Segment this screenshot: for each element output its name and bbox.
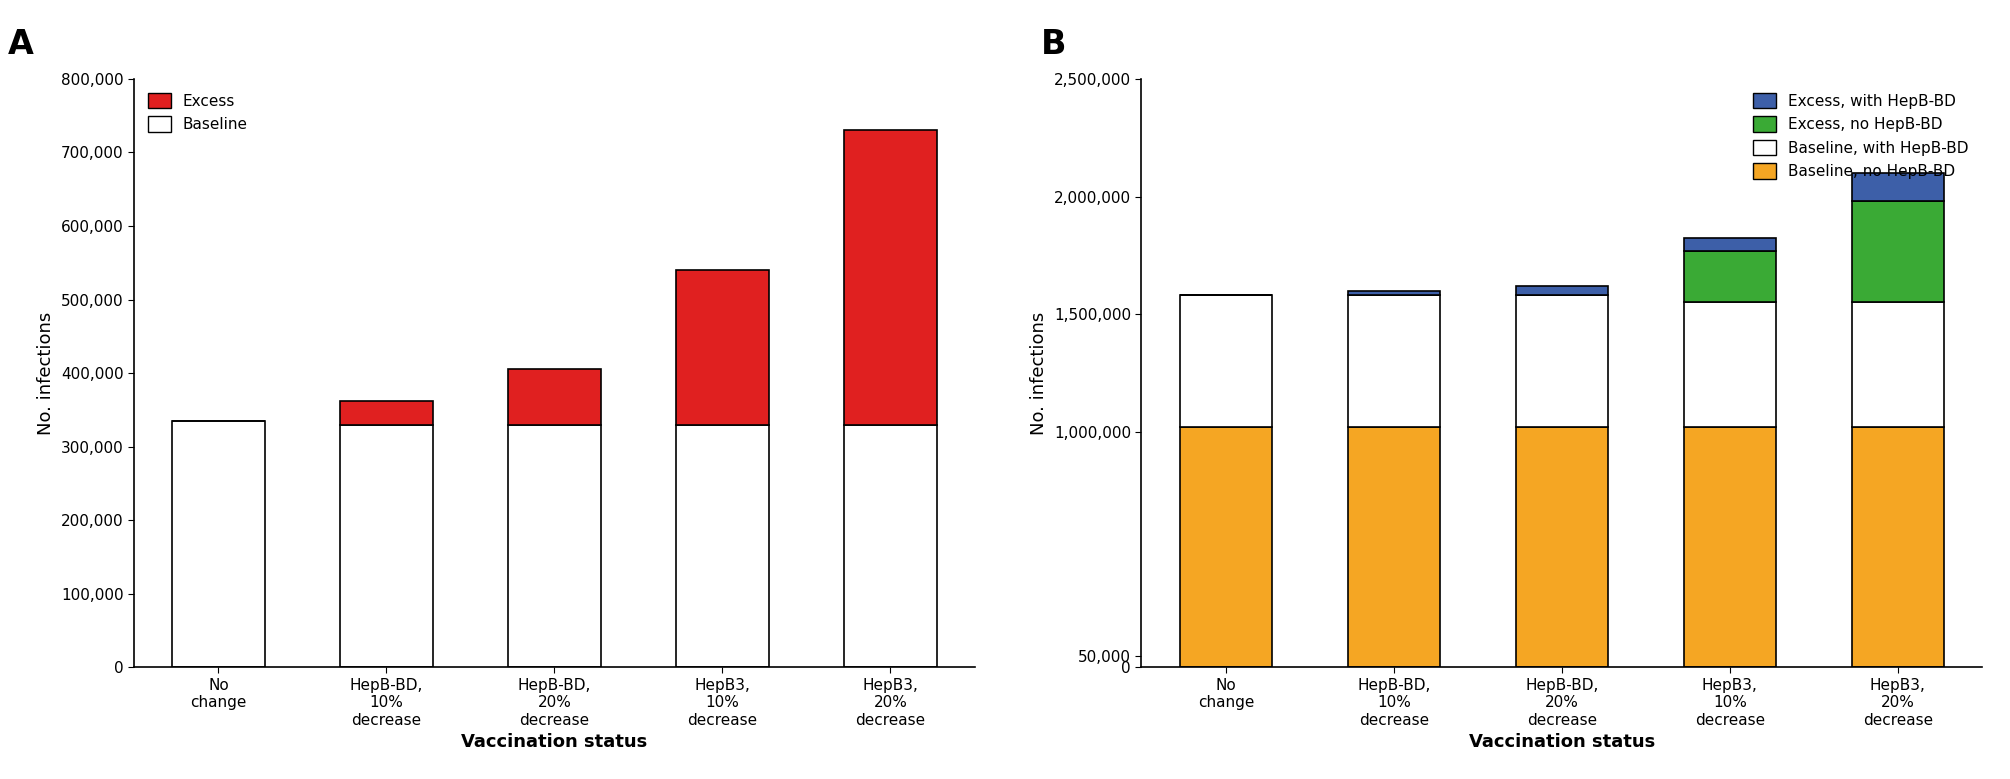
Bar	[1347, 291, 1439, 295]
Bar	[340, 401, 432, 425]
Bar	[173, 421, 265, 668]
Bar	[1684, 251, 1777, 302]
Legend: Excess, Baseline: Excess, Baseline	[141, 86, 253, 138]
Bar	[1851, 427, 1944, 668]
Bar	[1851, 302, 1944, 427]
Bar	[1684, 427, 1777, 668]
Bar	[509, 425, 601, 668]
Bar	[1516, 286, 1608, 295]
Legend: Excess, with HepB-BD, Excess, no HepB-BD, Baseline, with HepB-BD, Baseline, no H: Excess, with HepB-BD, Excess, no HepB-BD…	[1747, 86, 1974, 185]
Text: B: B	[1041, 28, 1065, 61]
Bar	[844, 130, 937, 425]
Bar	[1851, 173, 1944, 201]
Bar	[1180, 295, 1272, 427]
Bar	[1516, 427, 1608, 668]
Bar	[1180, 427, 1272, 668]
X-axis label: Vaccination status: Vaccination status	[1469, 733, 1654, 751]
Bar	[1516, 295, 1608, 427]
Bar	[675, 270, 768, 425]
Bar	[1347, 427, 1439, 668]
Bar	[509, 369, 601, 425]
Y-axis label: No. infections: No. infections	[38, 312, 54, 435]
Bar	[1347, 295, 1439, 427]
Bar	[340, 425, 432, 668]
X-axis label: Vaccination status: Vaccination status	[460, 733, 647, 751]
Bar	[1684, 238, 1777, 251]
Bar	[844, 425, 937, 668]
Text: A: A	[8, 28, 34, 61]
Bar	[675, 425, 768, 668]
Bar	[1684, 302, 1777, 427]
Bar	[1851, 201, 1944, 302]
Y-axis label: No. infections: No. infections	[1031, 312, 1049, 435]
